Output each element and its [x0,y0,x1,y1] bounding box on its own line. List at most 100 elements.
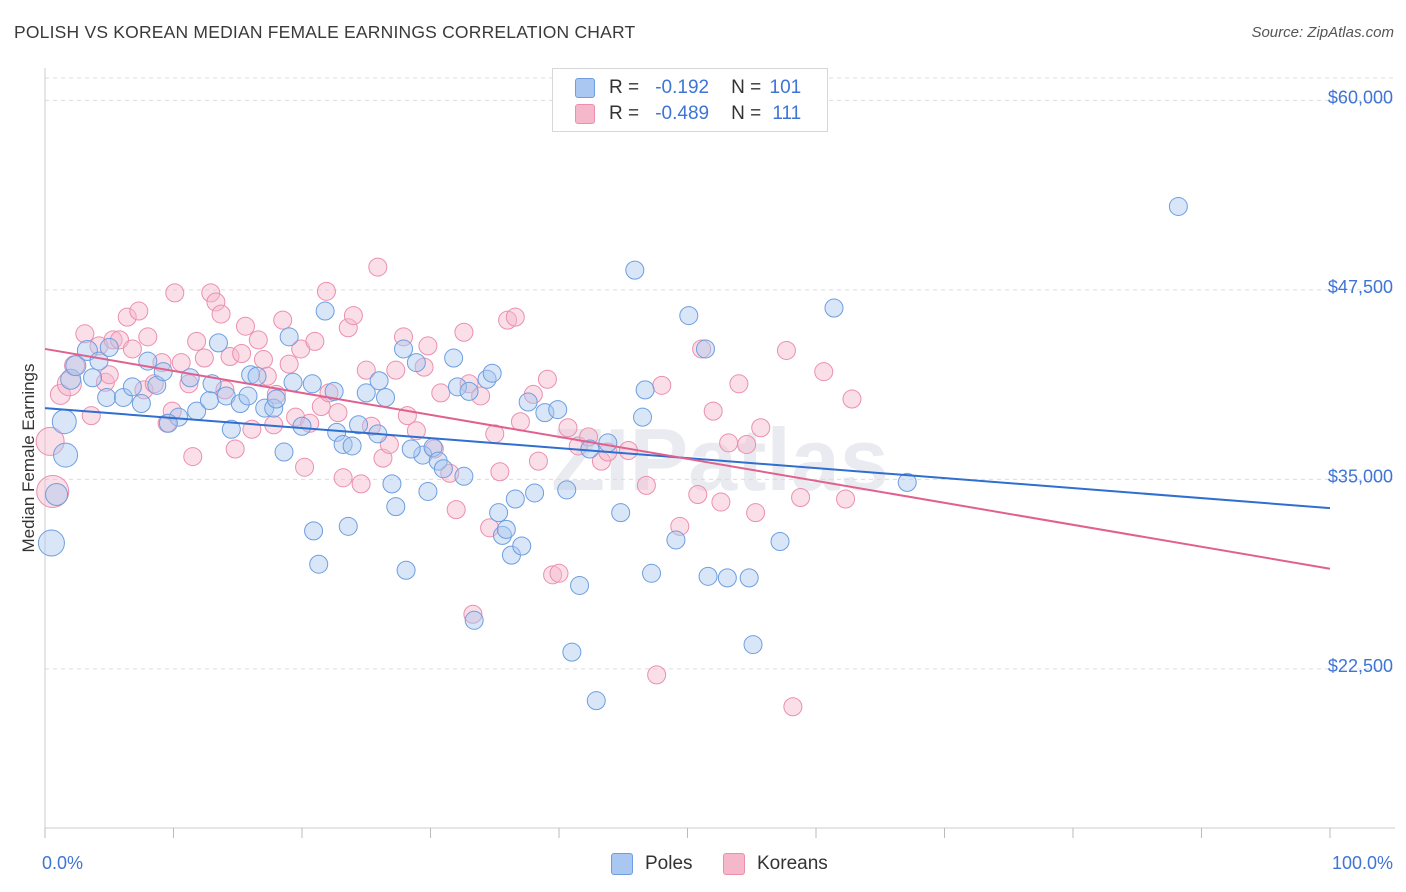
koreans-point [232,343,252,363]
koreans-point [35,426,65,456]
koreans-point [688,484,708,504]
koreans-point [783,697,803,717]
poles-point [309,554,329,574]
poles-point [208,333,228,353]
koreans-point [543,565,563,585]
koreans-point [89,336,109,356]
poles-point [230,394,250,414]
poles-point [292,416,312,436]
poles-point [459,381,479,401]
poles-point [743,635,763,655]
koreans-point [776,340,796,360]
poles-n-label: N = [731,77,762,98]
poles-point [60,368,82,390]
koreans-point [703,401,723,421]
poles-point [492,525,512,545]
koreans-point [179,374,199,394]
poles-point [666,530,686,550]
koreans-point [211,304,231,324]
chart-title: POLISH VS KOREAN MEDIAN FEMALE EARNINGS … [14,22,636,42]
poles-point [302,374,322,394]
poles-point [433,459,453,479]
koreans-point [295,457,315,477]
poles-point [642,563,662,583]
bottom-legend-poles: Poles [611,851,693,877]
legend-row-koreans: R = -0.489 N = 111 [575,101,801,127]
koreans-point [138,327,158,347]
koreans-point [248,330,268,350]
koreans-point [505,307,525,327]
koreans-n-label: N = [731,103,762,124]
poles-point [247,366,267,386]
poles-point [698,566,718,586]
poles-point [525,483,545,503]
poles-point [356,383,376,403]
koreans-point [711,492,731,512]
koreans-point [338,318,358,338]
bottom-poles-swatch [611,853,633,875]
poles-point [548,400,568,420]
poles-point [447,377,467,397]
poles-point [444,348,464,368]
poles-point [535,403,555,423]
koreans-point [351,474,371,494]
poles-point [122,377,142,397]
koreans-point [316,281,336,301]
poles-point [51,409,77,435]
y-tick-label: $35,000 [1328,466,1393,486]
poles-point [349,415,369,435]
koreans-point [215,380,235,400]
koreans-point [647,665,667,685]
koreans-point [81,406,101,426]
poles-point [482,363,502,383]
koreans-point [122,339,142,359]
poles-point [315,301,335,321]
koreans-point [463,604,483,624]
y-tick-label: $47,500 [1328,277,1393,297]
poles-point [279,327,299,347]
poles-point [586,691,606,711]
poles-point [611,503,631,523]
koreans-point [431,383,451,403]
poles-point [396,560,416,580]
tick-labels: $22,500 $35,000 $47,500 $60,000 0.0% 100.0% [42,87,1393,873]
poles-point [717,568,737,588]
trend-layer [44,347,1331,570]
koreans-point [273,310,293,330]
poles-point [505,489,525,509]
koreans-point [129,301,149,321]
poles-point [633,407,653,427]
poles-point [153,362,173,382]
koreans-point [220,347,240,367]
koreans-point [253,350,273,370]
koreans-point [418,336,438,356]
poles-point [202,374,222,394]
poles-point [570,575,590,595]
poles-point [283,372,303,392]
koreans-point [99,365,119,385]
poles-point [324,381,344,401]
koreans-point [836,489,856,509]
koreans-point [165,283,185,303]
koreans-n-value: 111 [772,103,802,124]
y-tick-label: $22,500 [1328,656,1393,676]
poles-point [180,368,200,388]
poles-point [83,368,103,388]
koreans-point [746,503,766,523]
poles-point [464,610,484,630]
koreans-point [459,374,479,394]
poles-point [1168,196,1188,216]
koreans-point [225,439,245,459]
koreans-point [424,439,444,459]
watermark: ZIPatlas [551,410,888,509]
koreans-point [528,451,548,471]
poles-point [406,353,426,373]
koreans-point [842,389,862,409]
koreans-point [117,307,137,327]
y-axis-label: Median Female Earnings [19,364,38,553]
poles-point [304,521,324,541]
poles-point [274,442,294,462]
koreans-r-label: R = [609,103,640,124]
poles-point [99,337,119,357]
koreans-point [206,292,226,312]
